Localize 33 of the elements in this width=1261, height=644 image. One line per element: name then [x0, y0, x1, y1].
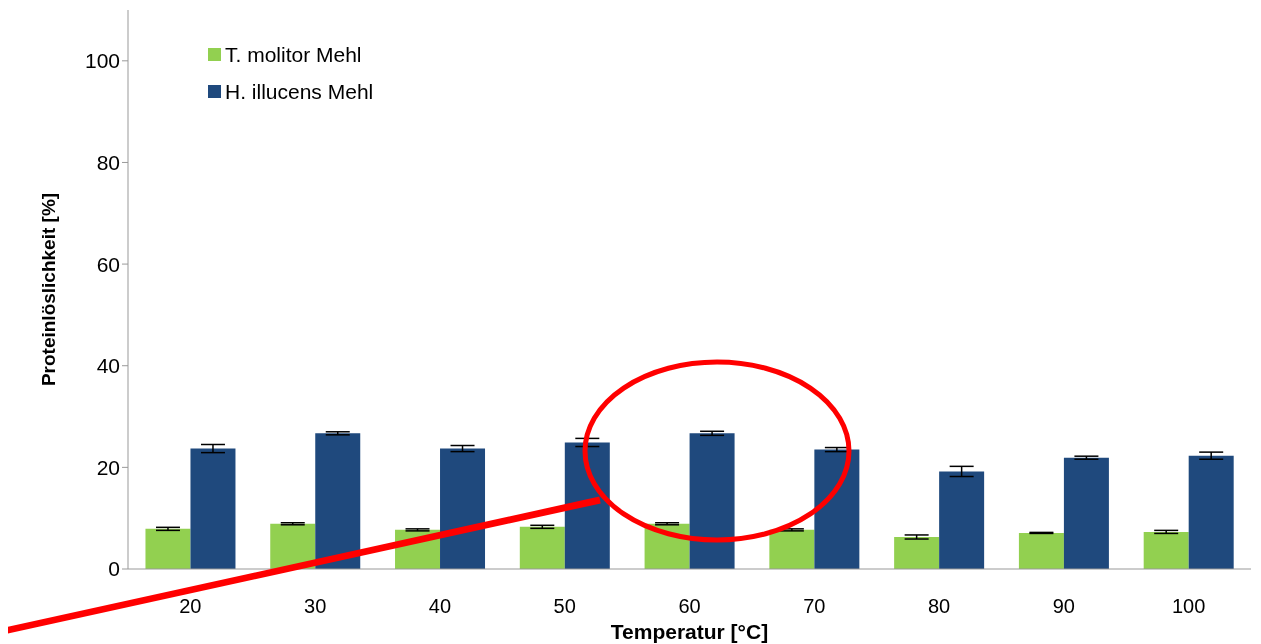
- x-tick-label: 30: [304, 595, 327, 618]
- bar: [1143, 531, 1189, 569]
- bar: [814, 449, 860, 569]
- x-tick-label: 50: [553, 595, 576, 618]
- x-tick-label: 80: [927, 595, 951, 618]
- y-tick-label: 60: [96, 252, 120, 276]
- x-tick-label: 40: [428, 595, 452, 618]
- bar: [689, 433, 735, 569]
- x-tick-label: 70: [803, 595, 826, 618]
- y-axis-title: Proteinlöslichkeit [%]: [37, 192, 59, 387]
- x-tick-label: 100: [1171, 595, 1206, 618]
- bar: [1188, 455, 1234, 569]
- bar: [1063, 457, 1109, 569]
- legend-label: T. molitor Mehl: [225, 42, 362, 68]
- bar: [894, 536, 940, 569]
- y-tick-label: 80: [96, 150, 120, 174]
- x-tick-label: 60: [678, 595, 701, 618]
- x-axis-title: Temperatur [°C]: [610, 620, 769, 643]
- x-tick-label: 90: [1052, 595, 1075, 618]
- bar: [769, 529, 815, 569]
- x-tick-label: 20: [179, 595, 202, 618]
- y-tick-label: 100: [84, 49, 120, 73]
- bar: [145, 528, 191, 569]
- y-tick-label: 20: [96, 455, 120, 479]
- bar: [1018, 532, 1064, 569]
- legend-label: H. illucens Mehl: [225, 79, 374, 105]
- bar: [190, 448, 236, 569]
- bar: [440, 448, 486, 569]
- y-tick-label: 40: [96, 354, 120, 378]
- bar: [519, 526, 565, 569]
- bar: [315, 433, 361, 569]
- bar: [939, 471, 985, 569]
- y-tick-label: 0: [108, 557, 120, 581]
